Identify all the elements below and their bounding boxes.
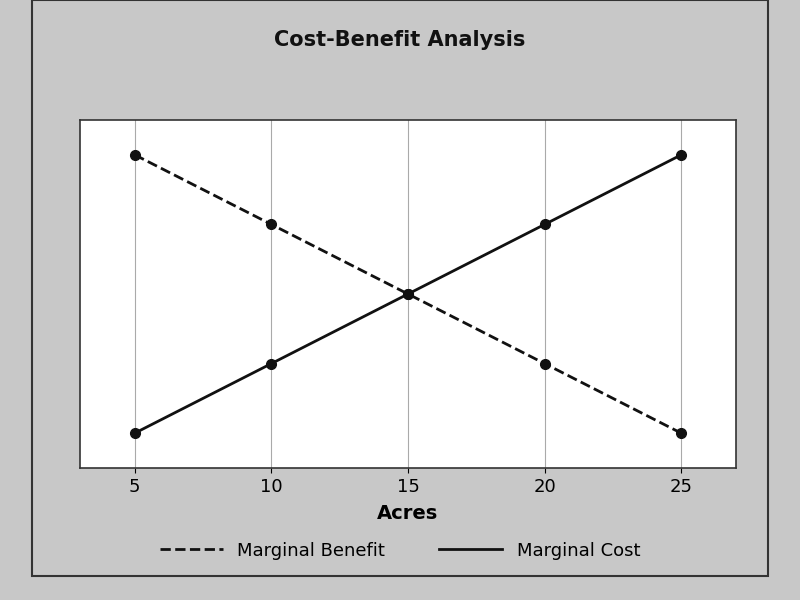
Legend: Marginal Benefit, Marginal Cost: Marginal Benefit, Marginal Cost xyxy=(152,535,648,567)
Text: Cost-Benefit Analysis: Cost-Benefit Analysis xyxy=(274,29,526,50)
X-axis label: Acres: Acres xyxy=(378,504,438,523)
